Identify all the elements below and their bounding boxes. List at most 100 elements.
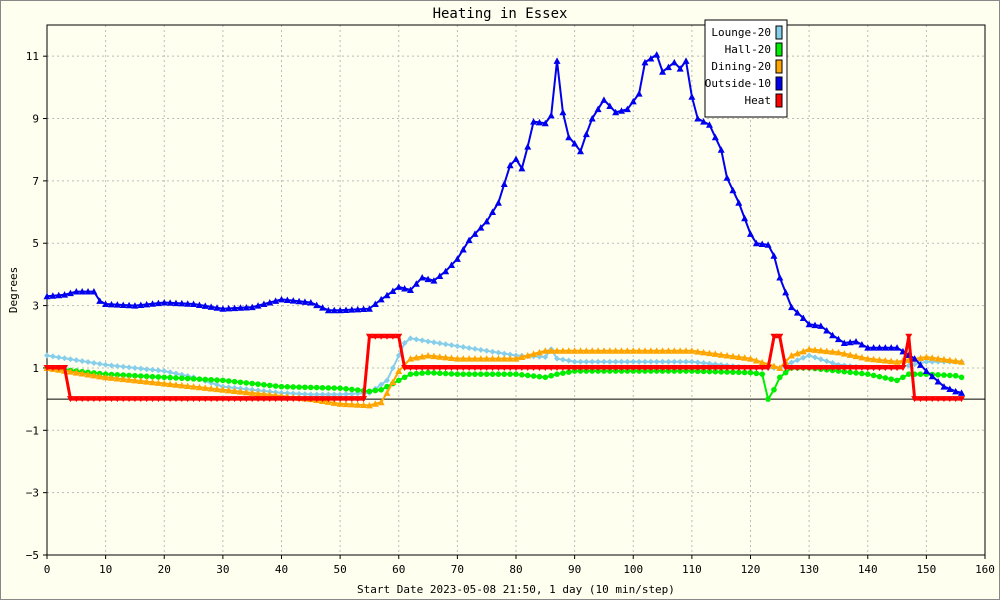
data-point <box>172 381 180 388</box>
data-point <box>806 352 813 359</box>
data-point <box>852 364 860 371</box>
data-point <box>412 280 420 287</box>
data-point <box>249 380 255 387</box>
data-point <box>283 396 291 403</box>
data-point <box>90 371 98 379</box>
data-point <box>184 382 192 390</box>
data-point <box>90 288 98 295</box>
data-point <box>459 245 467 253</box>
data-point <box>412 364 420 371</box>
data-point <box>659 68 667 75</box>
data-point <box>876 373 883 380</box>
data-point <box>389 364 396 371</box>
data-point <box>365 333 373 340</box>
data-point <box>875 364 883 371</box>
x-axis-label: Start Date 2023-05-08 21:50, 1 day (10 m… <box>357 583 675 596</box>
data-point <box>793 309 801 316</box>
data-point <box>823 347 831 355</box>
data-point <box>553 347 561 354</box>
data-point <box>213 396 221 403</box>
data-point <box>875 344 883 351</box>
data-point <box>137 365 144 372</box>
data-point <box>805 320 813 328</box>
data-point <box>401 364 409 371</box>
data-point <box>958 389 966 396</box>
data-point <box>524 351 532 359</box>
data-point <box>665 368 672 374</box>
legend-swatch <box>775 93 783 108</box>
data-point <box>589 368 596 374</box>
data-point <box>289 297 297 304</box>
data-point <box>460 371 467 377</box>
data-point <box>231 304 239 312</box>
data-point <box>653 368 660 374</box>
data-point <box>506 161 514 169</box>
data-point <box>61 364 69 371</box>
data-point <box>278 383 285 390</box>
data-point <box>453 364 461 371</box>
data-point <box>589 358 596 365</box>
data-point <box>143 378 151 385</box>
data-point <box>336 396 344 403</box>
data-point <box>858 364 866 371</box>
data-point <box>296 384 302 390</box>
data-point <box>178 381 186 389</box>
data-point <box>406 286 414 293</box>
data-point <box>794 357 801 364</box>
data-point <box>642 368 648 374</box>
data-point <box>336 306 344 314</box>
data-point <box>360 305 368 313</box>
x-tick-label: 60 <box>392 563 405 576</box>
y-tick-label: −5 <box>26 549 39 562</box>
data-point <box>184 375 191 382</box>
data-point <box>430 339 437 346</box>
data-point <box>242 388 250 396</box>
data-point <box>688 364 696 371</box>
data-point <box>689 368 695 374</box>
data-point <box>782 288 790 296</box>
data-point <box>243 380 250 386</box>
data-point <box>853 370 859 376</box>
data-point <box>559 347 567 354</box>
data-point <box>758 358 766 366</box>
series-line <box>46 53 962 394</box>
legend: Lounge-20 Hall-20 Dining-20 Outside-10 Heat <box>704 19 788 118</box>
data-point <box>659 358 666 365</box>
data-point <box>764 241 772 248</box>
data-point <box>84 396 92 403</box>
data-point <box>922 353 930 361</box>
data-point <box>137 301 145 308</box>
data-point <box>758 240 766 248</box>
data-point <box>782 369 789 376</box>
data-point <box>629 364 637 371</box>
data-point <box>535 364 543 371</box>
data-point <box>172 299 180 307</box>
data-point <box>864 355 872 362</box>
data-point <box>126 364 133 371</box>
data-point <box>817 346 825 354</box>
data-point <box>576 147 584 155</box>
data-point <box>131 302 139 309</box>
data-point <box>366 388 373 395</box>
data-point <box>383 389 391 396</box>
data-point <box>917 354 925 361</box>
data-point <box>635 347 643 354</box>
data-point <box>342 400 350 408</box>
data-point <box>419 370 426 376</box>
data-point <box>683 368 689 374</box>
y-tick-label: 11 <box>26 50 39 63</box>
data-point <box>49 292 57 299</box>
data-point <box>752 356 760 364</box>
data-point <box>154 379 162 386</box>
data-point <box>530 118 538 125</box>
data-point <box>371 333 379 340</box>
legend-label: Dining-20 <box>711 60 771 73</box>
data-point <box>711 364 719 371</box>
data-point <box>248 389 256 396</box>
data-point <box>149 300 157 307</box>
data-point <box>512 355 520 362</box>
data-point <box>260 396 268 403</box>
data-point <box>102 396 110 403</box>
data-point <box>776 364 784 371</box>
